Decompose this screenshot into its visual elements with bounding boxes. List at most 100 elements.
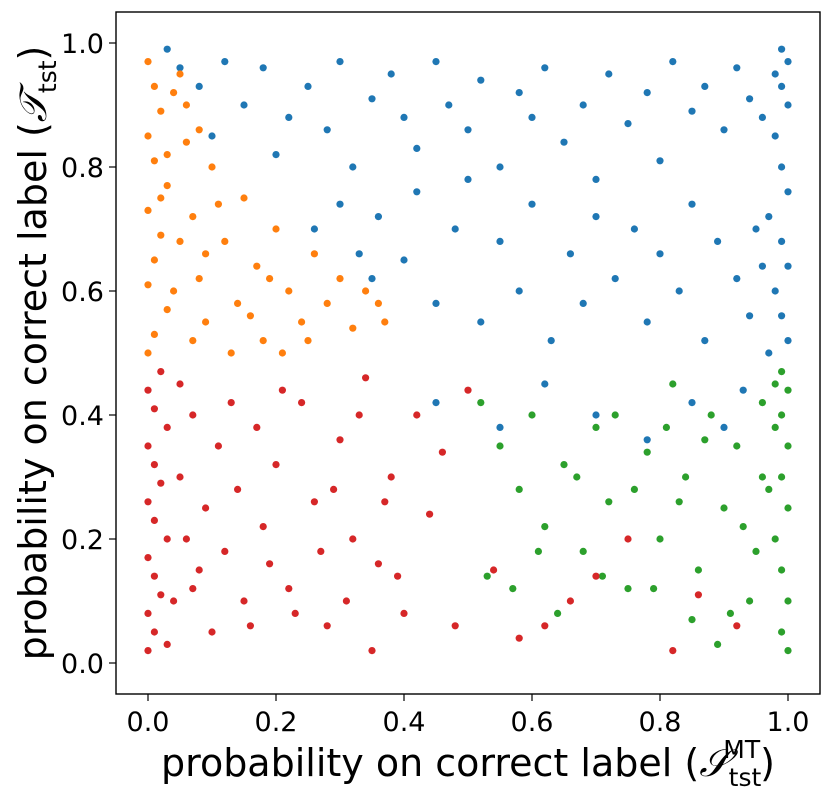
scatter-point (714, 640, 722, 649)
scatter-point (298, 399, 306, 407)
scatter-point (144, 132, 152, 140)
scatter-point (182, 138, 190, 146)
scatter-point (579, 547, 587, 556)
x-tick-label: 0.0 (127, 707, 170, 738)
scatter-point (144, 498, 152, 506)
scatter-point (310, 498, 318, 506)
scatter-point (342, 597, 350, 605)
scatter-point (656, 535, 664, 543)
scatter-point (221, 237, 229, 245)
scatter-point (650, 585, 658, 593)
scatter-point (381, 498, 389, 506)
scatter-point (784, 597, 792, 605)
scatter-point (605, 498, 613, 506)
scatter-point (643, 89, 651, 97)
scatter-point (541, 523, 549, 531)
scatter-point (413, 144, 421, 152)
scatter-point (387, 473, 395, 481)
scatter-point (426, 510, 434, 518)
scatter-point (630, 225, 639, 233)
scatter-point (733, 442, 741, 450)
scatter-point (758, 113, 767, 121)
scatter-point (509, 585, 517, 593)
x-tick-label: 1.0 (767, 707, 810, 738)
scatter-point (771, 70, 779, 78)
scatter-point (144, 349, 152, 357)
scatter-point (560, 461, 568, 469)
scatter-point (323, 126, 331, 134)
scatter-point (496, 237, 504, 245)
scatter-point (611, 411, 619, 419)
scatter-point (739, 386, 747, 394)
scatter-point (758, 399, 767, 407)
scatter-point (688, 399, 696, 407)
scatter-point (464, 386, 472, 394)
scatter-point (477, 76, 485, 84)
scatter-point (726, 609, 735, 618)
scatter-point (150, 628, 158, 636)
scatter-point (163, 535, 171, 543)
scatter-point (778, 237, 786, 245)
scatter-point (432, 58, 440, 66)
scatter-point (144, 386, 152, 394)
scatter-point (720, 423, 728, 431)
scatter-point (272, 151, 280, 159)
scatter-point (336, 200, 344, 208)
scatter-point (310, 225, 318, 233)
scatter-point (381, 318, 389, 326)
scatter-point (163, 640, 171, 649)
scatter-point (150, 157, 158, 165)
scatter-point (784, 504, 792, 512)
scatter-point (765, 485, 773, 493)
scatter-point (611, 275, 619, 283)
scatter-point (227, 349, 235, 357)
scatter-point (566, 250, 575, 258)
scatter-point (349, 324, 357, 332)
scatter-point (163, 182, 171, 190)
x-tick-label: 0.2 (255, 707, 298, 738)
scatter-point (374, 299, 382, 307)
scatter-point (336, 436, 344, 444)
scatter-point (688, 200, 696, 208)
scatter-point (170, 287, 178, 295)
scatter-point (541, 622, 549, 630)
scatter-point (150, 330, 158, 338)
scatter-point (144, 554, 152, 562)
scatter-point (163, 306, 171, 314)
scatter-point (765, 349, 773, 357)
y-tick-label: 1.0 (61, 29, 104, 60)
scatter-point (701, 436, 709, 444)
scatter-point (189, 213, 197, 221)
scatter-point (560, 138, 568, 146)
y-tick-label: 0.2 (61, 525, 104, 556)
scatter-point (624, 585, 632, 593)
x-tick-label: 0.8 (639, 707, 682, 738)
scatter-point (323, 622, 331, 630)
x-axis-label: probability on correct label (𝒮tstMT) (161, 735, 775, 792)
scatter-point (176, 64, 184, 72)
scatter-point (733, 64, 741, 72)
scatter-point (784, 188, 792, 196)
scatter-point (157, 591, 165, 599)
points-layer (144, 45, 792, 655)
scatter-point (477, 399, 485, 407)
scatter-point (675, 287, 683, 295)
scatter-point (150, 516, 158, 525)
scatter-point (464, 175, 472, 183)
scatter-point (317, 547, 325, 556)
scatter-point (272, 461, 280, 469)
scatter-point (157, 107, 165, 115)
scatter-point (170, 597, 178, 605)
scatter-point (592, 411, 600, 419)
scatter-point (656, 250, 664, 258)
scatter-point (541, 380, 549, 388)
scatter-point (163, 423, 171, 431)
scatter-point (778, 82, 786, 90)
scatter-point (355, 250, 363, 258)
scatter-point (758, 262, 767, 270)
scatter-point (720, 126, 728, 134)
scatter-point (285, 585, 293, 593)
scatter-point (432, 399, 440, 407)
scatter-point (694, 591, 703, 599)
